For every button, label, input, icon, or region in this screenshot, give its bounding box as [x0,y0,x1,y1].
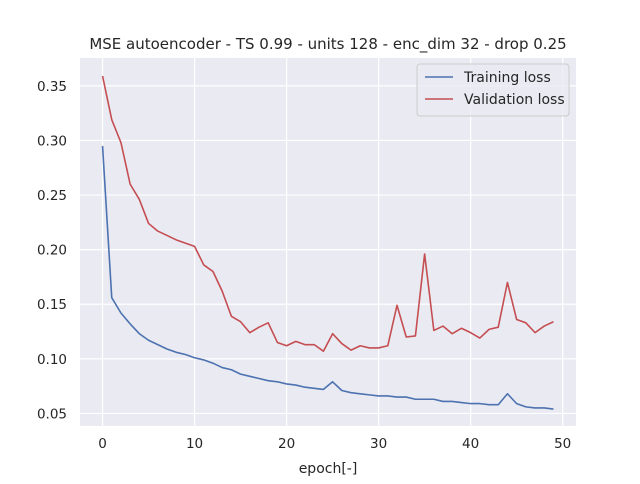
x-axis-label: epoch[-] [299,461,358,477]
x-tick-label: 20 [278,436,295,452]
x-tick-label: 50 [554,436,571,452]
x-tick-label: 40 [462,436,479,452]
legend-label-validation: Validation loss [464,92,565,108]
y-tick-label: 0.30 [37,133,67,149]
x-tick-label: 10 [186,436,203,452]
y-tick-label: 0.35 [37,79,67,95]
legend: Training loss Validation loss [416,63,570,117]
legend-box [416,63,570,117]
grid [80,58,576,426]
y-tick-label: 0.20 [37,243,67,259]
x-tick-label: 0 [98,436,107,452]
y-tick-label: 0.10 [37,352,67,368]
x-tick-label: 30 [370,436,387,452]
y-tick-label: 0.25 [37,188,67,204]
y-tick-label: 0.15 [37,297,67,313]
chart-title: MSE autoencoder - TS 0.99 - units 128 - … [89,35,566,54]
series-line-training [101,145,554,410]
plot-area [80,58,576,426]
y-tick-label: 0.05 [37,406,67,422]
series-lines [101,75,554,410]
legend-label-training: Training loss [463,70,551,86]
tick-labels: 0 10 20 30 40 50 0.05 0.10 0.15 0.20 0.25 0.30 0.35 [37,79,571,452]
series-line-validation [101,75,554,353]
